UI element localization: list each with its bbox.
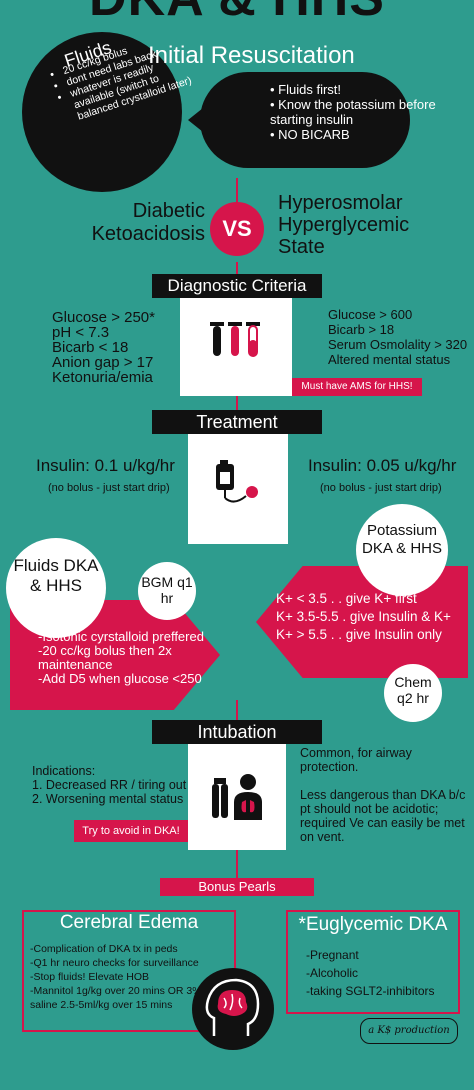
ams-note: Must have AMS for HHS! — [292, 378, 422, 396]
hhs-insulin: Insulin: 0.05 u/kg/hr — [308, 456, 457, 475]
credit-badge: a K$ production — [360, 1018, 458, 1044]
criteria-item: Serum Osmolality > 320 — [328, 337, 468, 352]
fluids-dka-hhs-title: Fluids DKA & HHS — [13, 556, 99, 595]
connector-line — [236, 262, 238, 274]
fluids-circle-white — [6, 538, 106, 638]
treatment-card — [188, 434, 288, 544]
chem-label: Chem q2 hr — [394, 674, 432, 706]
bonus-bar: Bonus Pearls — [160, 878, 314, 896]
resus-list: • Fluids first! • Know the potassium bef… — [270, 82, 450, 142]
list-item: -20 cc/kg bolus then 2x maintenance — [38, 643, 172, 672]
criteria-item: Anion gap > 17 — [52, 354, 154, 371]
list-item: 1. Decreased RR / tiring out — [32, 778, 187, 792]
intubation-right-1: Common, for airway protection. — [300, 746, 412, 774]
criteria-item: Glucose > 250* — [52, 309, 155, 326]
euglycemic-list: -Pregnant -Alcoholic -taking SGLT2-inhib… — [306, 946, 435, 1000]
test-tubes-icon — [210, 322, 260, 357]
diagnostic-bar: Diagnostic Criteria — [152, 274, 322, 298]
potassium-pentagon — [256, 566, 468, 678]
resus-item: • Fluids first! — [270, 82, 342, 97]
dka-criteria: Glucose > 250* pH < 7.3 Bicarb < 18 Anio… — [52, 310, 155, 385]
intubation-right-2: Less dangerous than DKA b/c pt should no… — [300, 788, 466, 844]
cerebral-title: Cerebral Edema — [59, 912, 199, 933]
list-item: -Mannitol 1g/kg over 20 mins OR 3% salin… — [30, 985, 202, 1011]
ventilator-patient-icon — [212, 774, 262, 820]
bgm-circle — [138, 562, 196, 620]
bgm-label: BGM q1 hr — [141, 574, 193, 606]
potassium-circle — [356, 504, 448, 596]
iv-bag-icon — [216, 460, 258, 503]
connector-line — [236, 178, 238, 208]
fluids-circle — [22, 32, 182, 192]
criteria-item: Bicarb < 18 — [52, 339, 129, 356]
intubation-bar: Intubation — [152, 720, 322, 744]
brain-head-icon — [205, 978, 260, 1036]
indications-label: Indications: — [32, 764, 96, 778]
resus-blob — [200, 72, 410, 168]
criteria-item: pH < 7.3 — [52, 324, 110, 341]
resus-arrow — [188, 96, 218, 144]
list-item: -Q1 hr neuro checks for surveillance — [30, 957, 199, 969]
dka-insulin: Insulin: 0.1 u/kg/hr — [36, 456, 175, 475]
euglycemic-box — [286, 910, 460, 1014]
hhs-label: Hyperosmolar Hyperglycemic State — [278, 192, 410, 258]
intubation-indications: Indications: 1. Decreased RR / tiring ou… — [32, 764, 186, 806]
hhs-criteria: Glucose > 600 Bicarb > 18 Serum Osmolali… — [328, 307, 467, 367]
hhs-insulin-note: (no bolus - just start drip) — [320, 482, 442, 494]
criteria-item: Altered mental status — [328, 352, 451, 367]
potassium-list: K+ < 3.5 . . give K+ first K+ 3.5-5.5 . … — [276, 590, 451, 644]
resus-title: Initial Resuscitation — [148, 42, 355, 69]
page-title: DKA & HHS — [0, 0, 474, 28]
list-item: -Alcoholic — [306, 966, 359, 980]
cerebral-list: -Complication of DKA tx in peds -Q1 hr n… — [30, 942, 202, 1012]
criteria-item: Glucose > 600 — [328, 307, 413, 322]
chem-circle — [384, 664, 442, 722]
connector-line — [236, 850, 238, 878]
list-item: -Complication of DKA tx in peds — [30, 943, 178, 955]
treatment-bar: Treatment — [152, 410, 322, 434]
list-item: K+ 3.5-5.5 . give Insulin & K+ — [276, 609, 451, 624]
connector-line — [236, 396, 238, 410]
list-item: -taking SGLT2-inhibitors — [306, 984, 435, 998]
fluids-list-red: -Isotonic cyrstalloid preffered -20 cc/k… — [38, 630, 218, 686]
list-item: K+ < 3.5 . . give K+ first — [276, 591, 417, 606]
vs-circle: VS — [210, 202, 264, 256]
list-item: 2. Worsening mental status — [32, 792, 184, 806]
list-item: -Pregnant — [306, 948, 359, 962]
criteria-item: Bicarb > 18 — [328, 322, 395, 337]
connector-line — [236, 700, 238, 720]
potassium-title: Potassium DKA & HHS — [361, 522, 443, 557]
resus-item: • NO BICARB — [270, 127, 350, 142]
criteria-item: Ketonuria/emia — [52, 369, 153, 386]
dka-insulin-note: (no bolus - just start drip) — [48, 482, 170, 494]
list-item: -Stop fluids! Elevate HOB — [30, 971, 150, 983]
intubation-right: Common, for airway protection. Less dang… — [300, 746, 466, 844]
list-item: -Isotonic cyrstalloid preffered — [38, 629, 204, 644]
resus-item: • Know the potassium before starting ins… — [270, 97, 436, 127]
list-item: K+ > 5.5 . . give Insulin only — [276, 627, 442, 642]
list-item: -Add D5 when glucose <250 — [38, 671, 202, 686]
dka-label: Diabetic Ketoacidosis — [91, 200, 205, 245]
euglycemic-title: *Euglycemic DKA — [298, 914, 448, 935]
avoid-note: Try to avoid in DKA! — [74, 820, 188, 842]
